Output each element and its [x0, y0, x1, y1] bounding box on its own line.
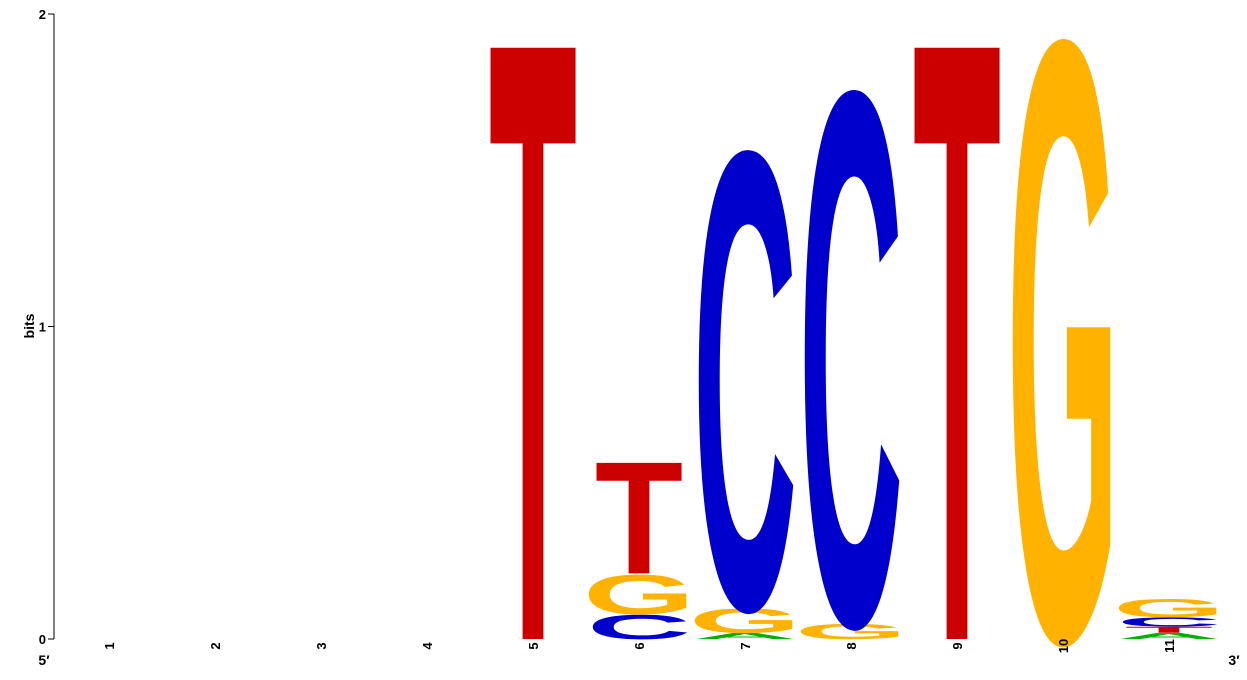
x-tick-label: 3	[314, 642, 329, 649]
x-tick-label: 10	[1056, 639, 1071, 653]
logo-letter-c: C	[799, 0, 903, 680]
logo-letter-g: G	[795, 619, 907, 643]
x-tick-label: 6	[632, 642, 647, 649]
x-tick-label: 9	[950, 642, 965, 649]
x-tick-label: 8	[844, 642, 859, 649]
logo-letter-c: C	[693, 14, 797, 680]
logo-letter-c: C	[587, 608, 691, 647]
logo-letter-g: G	[1113, 594, 1225, 623]
logo-letter-t: T	[1125, 625, 1213, 635]
y-tick-label: 2	[39, 7, 46, 22]
logo-letter-t: T	[913, 0, 1001, 680]
logo-letter-g: G	[1007, 0, 1119, 680]
logo-letter-t: T	[489, 0, 577, 680]
y-tick-label: 1	[39, 320, 46, 335]
x-tick-label: 5	[526, 642, 541, 649]
x-tick-labels: 1 2 3 4 5 6 7 8 9 10 11	[102, 639, 1177, 653]
logo-letter-c: C	[1117, 615, 1221, 630]
logo-letter-a: A	[1117, 631, 1221, 641]
x-tick-label: 11	[1162, 639, 1177, 653]
x-tick-label: 7	[738, 642, 753, 649]
five-prime-label: 5′	[38, 652, 50, 668]
y-tick-label: 0	[39, 632, 46, 647]
logo-letter-t: T	[595, 429, 683, 608]
logo-letter-g: G	[689, 602, 801, 641]
x-tick-label: 1	[102, 642, 117, 649]
logo-letter-g: G	[583, 564, 695, 627]
y-ticks: 0 1 2	[39, 7, 54, 647]
x-tick-label: 4	[420, 642, 435, 650]
x-tick-label: 2	[208, 642, 223, 649]
y-axis-label: bits	[21, 313, 37, 338]
logo-letter-a: A	[693, 631, 797, 641]
three-prime-label: 3′	[1228, 652, 1240, 668]
